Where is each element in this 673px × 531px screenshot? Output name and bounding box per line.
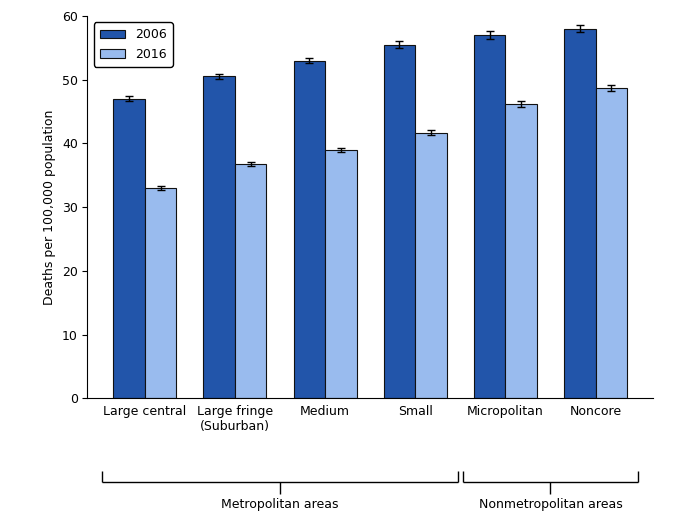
Bar bbox=[384, 45, 415, 398]
Bar bbox=[564, 29, 596, 398]
Y-axis label: Deaths per 100,000 population: Deaths per 100,000 population bbox=[43, 109, 57, 305]
Legend: 2006, 2016: 2006, 2016 bbox=[94, 22, 173, 67]
Text: Nonmetropolitan areas: Nonmetropolitan areas bbox=[479, 498, 623, 511]
Text: Metropolitan areas: Metropolitan areas bbox=[221, 498, 339, 511]
Bar bbox=[113, 99, 145, 398]
Bar bbox=[235, 164, 267, 398]
Bar bbox=[596, 88, 627, 398]
Bar bbox=[415, 133, 447, 398]
Bar bbox=[505, 104, 537, 398]
Bar bbox=[293, 61, 325, 398]
Bar bbox=[474, 35, 505, 398]
Bar bbox=[203, 76, 235, 398]
Bar bbox=[325, 150, 357, 398]
Bar bbox=[145, 188, 176, 398]
